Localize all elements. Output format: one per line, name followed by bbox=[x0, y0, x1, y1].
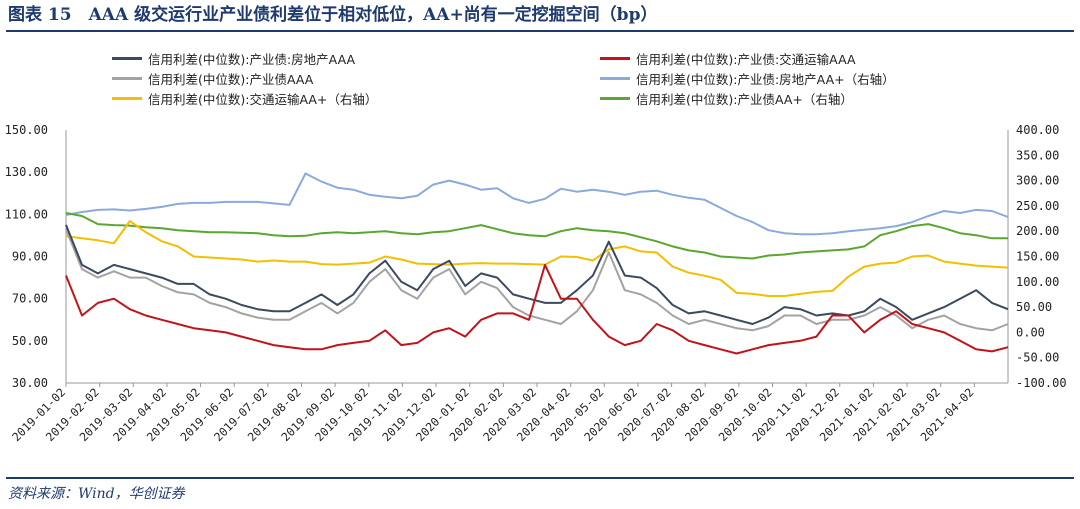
title-rule bbox=[6, 30, 1074, 32]
series-line bbox=[65, 224, 1009, 325]
legend-swatch bbox=[600, 56, 630, 60]
y-left-tick-label: 150.00 bbox=[5, 123, 48, 137]
y-left-tick-label: 130.00 bbox=[5, 165, 48, 179]
legend-item: 信用利差(中位数):交通运输AA+（右轴） bbox=[112, 88, 377, 108]
legend-label: 信用利差(中位数):产业债:交通运输AAA bbox=[636, 51, 856, 67]
y-right-tick-label: 400.00 bbox=[1016, 123, 1059, 137]
legend-item: 信用利差(中位数):产业债AA+（右轴） bbox=[600, 88, 853, 108]
y-right-tick-label: -50.00 bbox=[1016, 351, 1059, 365]
y-right-tick-label: -100.00 bbox=[1016, 376, 1067, 390]
legend-label: 信用利差(中位数):产业债:房地产AA+（右轴） bbox=[636, 71, 895, 87]
series-line bbox=[65, 212, 1008, 260]
y-right-tick-label: 300.00 bbox=[1016, 174, 1059, 188]
y-right-tick-label: 50.00 bbox=[1016, 300, 1052, 314]
legend-label: 信用利差(中位数):交通运输AA+（右轴） bbox=[148, 91, 378, 107]
y-left-tick-label: 110.00 bbox=[5, 207, 48, 221]
y-left-tick-label: 70.00 bbox=[12, 292, 48, 306]
legend-item: 信用利差(中位数):产业债AAA bbox=[112, 68, 313, 88]
legend-item: 信用利差(中位数):产业债:房地产AAA bbox=[112, 48, 355, 68]
legend-swatch bbox=[600, 96, 630, 100]
y-right-tick-label: 0.00 bbox=[1016, 325, 1045, 339]
series-line bbox=[65, 172, 1009, 236]
y-right-tick-label: 350.00 bbox=[1016, 148, 1059, 162]
series-line bbox=[65, 220, 1009, 297]
source-note: 资料来源：Wind，华创证券 bbox=[8, 486, 185, 502]
legend-label: 信用利差(中位数):产业债AA+（右轴） bbox=[636, 91, 853, 107]
y-left-tick-label: 90.00 bbox=[12, 250, 48, 264]
y-right-tick-label: 150.00 bbox=[1016, 250, 1059, 264]
y-left-tick-label: 30.00 bbox=[12, 376, 48, 390]
y-left-tick-label: 50.00 bbox=[12, 334, 48, 348]
legend-item: 信用利差(中位数):产业债:交通运输AAA bbox=[600, 48, 856, 68]
y-right-tick-label: 100.00 bbox=[1016, 275, 1059, 289]
y-right-tick-label: 200.00 bbox=[1016, 224, 1059, 238]
source-rule bbox=[6, 477, 1074, 479]
legend-swatch bbox=[112, 56, 142, 60]
legend-swatch bbox=[112, 96, 142, 100]
series-line bbox=[65, 263, 1009, 355]
legend-swatch bbox=[600, 76, 630, 80]
y-right-tick-label: 250.00 bbox=[1016, 199, 1059, 213]
chart-legend: 信用利差(中位数):产业债:房地产AAA 信用利差(中位数):产业债:交通运输A… bbox=[0, 36, 1080, 116]
legend-label: 信用利差(中位数):产业债AAA bbox=[148, 71, 314, 87]
figure-title: 图表 15 AAA 级交运行业产业债利差位于相对低位，AA+尚有一定挖掘空间（b… bbox=[8, 5, 658, 25]
line-chart: 150.00 130.00 110.00 90.00 70.00 50.00 30.00 40… bbox=[5, 123, 1067, 444]
legend-swatch bbox=[112, 76, 142, 80]
legend-item: 信用利差(中位数):产业债:房地产AA+（右轴） bbox=[600, 68, 895, 88]
legend-label: 信用利差(中位数):产业债:房地产AAA bbox=[148, 51, 356, 67]
